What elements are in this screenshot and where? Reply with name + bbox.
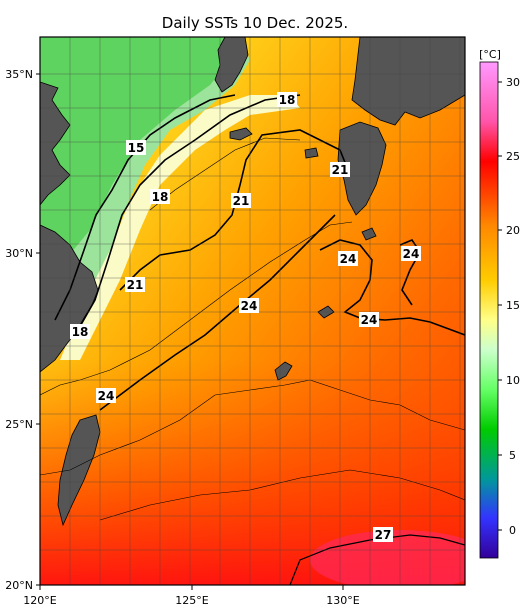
svg-text:24: 24: [403, 247, 420, 261]
svg-text:21: 21: [127, 278, 144, 292]
svg-text:24: 24: [98, 389, 115, 403]
contour-label: 21: [330, 162, 350, 177]
contour-label: 21: [231, 193, 251, 208]
svg-text:24: 24: [361, 313, 378, 327]
contour-label: 24: [96, 388, 116, 403]
colorbar-label-15: 15: [506, 299, 520, 312]
colorbar-label-0: 0: [509, 524, 516, 537]
contour-label: 24: [338, 251, 358, 266]
yakushima: [361, 227, 377, 241]
isotherm-thin-2: [40, 379, 465, 476]
svg-text:18: 18: [279, 93, 296, 107]
longitude-labels: 120°E 125°E 130°E: [23, 585, 360, 607]
colorbar-label-25: 25: [506, 150, 520, 163]
contour-labels: 18 15 18 21 21 24 24 24 21 18 24 24 27: [70, 92, 421, 542]
isotherm-18: [77, 94, 301, 331]
map-title: Daily SSTs 10 Dec. 2025.: [162, 14, 348, 32]
korea: [214, 37, 249, 93]
lon-label-125e: 125°E: [175, 594, 208, 607]
colorbar-ramp: [479, 61, 499, 559]
cheju-strait-islands: [304, 147, 319, 159]
isotherm-15: [54, 94, 236, 321]
very-cold-coastal-water: [40, 37, 230, 265]
contour-label: 18: [277, 92, 297, 107]
mainland-china: [40, 37, 71, 206]
lat-label-20n: 20°N: [5, 579, 33, 592]
taiwan: [57, 414, 101, 527]
contour-label: 18: [70, 324, 90, 339]
colorbar: [°C] 30 25 20 15 10 5 0: [479, 48, 520, 559]
lon-label-130e: 130°E: [326, 594, 359, 607]
latitude-labels: 35°N 30°N 25°N 20°N: [5, 68, 40, 592]
land: [40, 37, 465, 527]
svg-text:21: 21: [233, 194, 250, 208]
colorbar-unit: [°C]: [479, 48, 501, 61]
colorbar-label-30: 30: [506, 76, 520, 89]
contour-label: 15: [126, 140, 146, 155]
lat-label-25n: 25°N: [5, 418, 33, 431]
isotherm-thin-3: [99, 469, 465, 521]
lat-label-30n: 30°N: [5, 247, 33, 260]
contour-label: 21: [125, 277, 145, 292]
lat-label-35n: 35°N: [5, 68, 33, 81]
svg-text:21: 21: [332, 163, 349, 177]
contour-label: 27: [373, 527, 393, 542]
okinawa: [274, 361, 293, 381]
svg-text:15: 15: [128, 141, 145, 155]
contour-label: 24: [401, 246, 421, 261]
map-frame: [39, 36, 466, 586]
svg-text:27: 27: [375, 528, 392, 542]
contour-label: 24: [359, 312, 379, 327]
svg-text:18: 18: [152, 190, 169, 204]
graticule: [40, 37, 465, 585]
svg-text:18: 18: [72, 325, 89, 339]
colorbar-label-10: 10: [506, 374, 520, 387]
lon-label-120e: 120°E: [23, 594, 56, 607]
colorbar-ticks: [498, 81, 502, 531]
contour-label: 24: [239, 298, 259, 313]
svg-text:24: 24: [340, 252, 357, 266]
contour-label: 18: [150, 189, 170, 204]
colorbar-label-5: 5: [509, 449, 516, 462]
svg-text:24: 24: [241, 299, 258, 313]
jeju: [229, 127, 253, 141]
map-panel: [40, 37, 465, 585]
colorbar-label-20: 20: [506, 224, 520, 237]
